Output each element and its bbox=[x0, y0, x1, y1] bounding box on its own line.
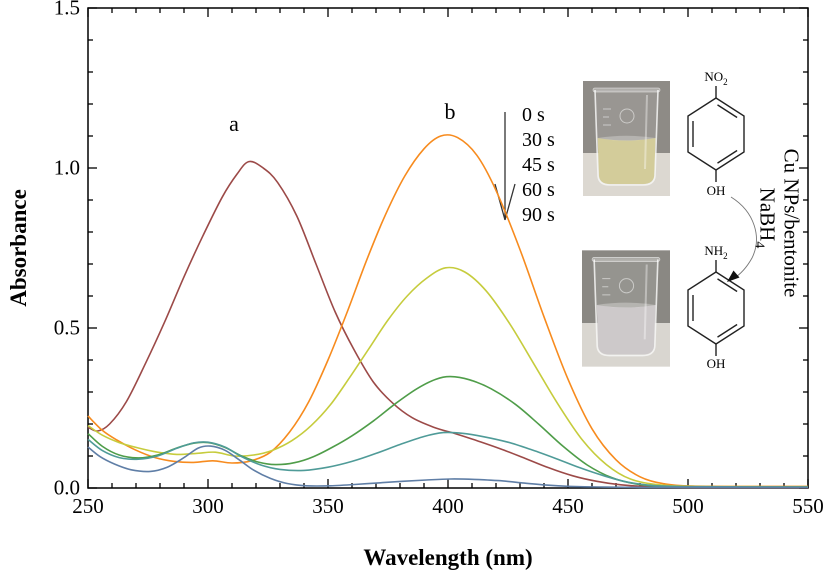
y-tick-label: 0.0 bbox=[53, 475, 80, 500]
amino-group-text: NH bbox=[704, 243, 724, 259]
x-tick-label: 450 bbox=[552, 494, 584, 518]
beaker-glass bbox=[592, 87, 661, 186]
time-label: 0 s bbox=[522, 104, 545, 126]
beaker-markings bbox=[603, 94, 648, 170]
spectrum-curve-90s bbox=[87, 445, 808, 489]
spectrum-curve-0s bbox=[87, 134, 809, 488]
amino-group-label: NH2 bbox=[704, 243, 727, 261]
reaction-arrow bbox=[727, 196, 757, 282]
peak-a-label: a bbox=[229, 111, 239, 136]
y-tick-label: 0.5 bbox=[53, 315, 80, 340]
x-tick-label: 500 bbox=[672, 494, 704, 518]
peak-b-label: b bbox=[444, 99, 456, 124]
reactant-hydroxyl-label: OH bbox=[706, 183, 726, 198]
nitro-group-text: NO bbox=[704, 69, 724, 85]
amino-group-subscript: 2 bbox=[723, 250, 728, 261]
y-tick-label: 1.5 bbox=[53, 0, 80, 20]
nitro-group-label: NO2 bbox=[704, 69, 727, 87]
spectrum-curve-a bbox=[87, 160, 808, 489]
reductant-text: NaBH bbox=[755, 187, 780, 242]
nitrophenol-structure bbox=[687, 86, 745, 182]
x-tick-label: 350 bbox=[312, 494, 344, 518]
x-tick-label: 300 bbox=[192, 494, 224, 518]
beaker-glass bbox=[591, 257, 661, 357]
plot-frame bbox=[87, 7, 809, 489]
time-label: 30 s bbox=[522, 129, 555, 151]
spectrum-curve-60s bbox=[87, 431, 809, 488]
aminophenol-structure bbox=[687, 260, 745, 356]
nitro-group-subscript: 2 bbox=[723, 76, 728, 87]
x-tick-label: 550 bbox=[792, 494, 824, 518]
beaker-markings bbox=[602, 264, 648, 340]
initial-solution-photo bbox=[583, 81, 670, 196]
time-label: 45 s bbox=[522, 154, 555, 176]
x-axis-title: Wavelength (nm) bbox=[363, 545, 533, 570]
liquid-surface bbox=[596, 302, 656, 308]
time-label: 90 s bbox=[522, 204, 555, 226]
time-decrease-arrow bbox=[494, 112, 516, 221]
liquid-surface bbox=[597, 135, 656, 141]
beaker-liquid bbox=[596, 304, 656, 355]
time-labels: 0 s 30 s 45 s 60 s 90 s bbox=[522, 103, 555, 228]
product-hydroxyl-label: OH bbox=[706, 356, 726, 371]
spectrum-curve-30s bbox=[87, 266, 809, 488]
reductant-subscript: 4 bbox=[751, 241, 767, 249]
x-tick-label: 400 bbox=[432, 494, 464, 518]
catalyst-label: Cu NPs/bentonite bbox=[779, 148, 804, 298]
y-axis-title: Absorbance bbox=[6, 189, 31, 307]
x-tick-label: 250 bbox=[72, 494, 104, 518]
beaker-liquid bbox=[597, 138, 656, 184]
y-tick-label: 1.0 bbox=[53, 155, 80, 180]
time-label: 60 s bbox=[522, 179, 555, 201]
final-solution-photo bbox=[582, 250, 670, 367]
reductant-label: NaBH4 bbox=[750, 188, 779, 249]
